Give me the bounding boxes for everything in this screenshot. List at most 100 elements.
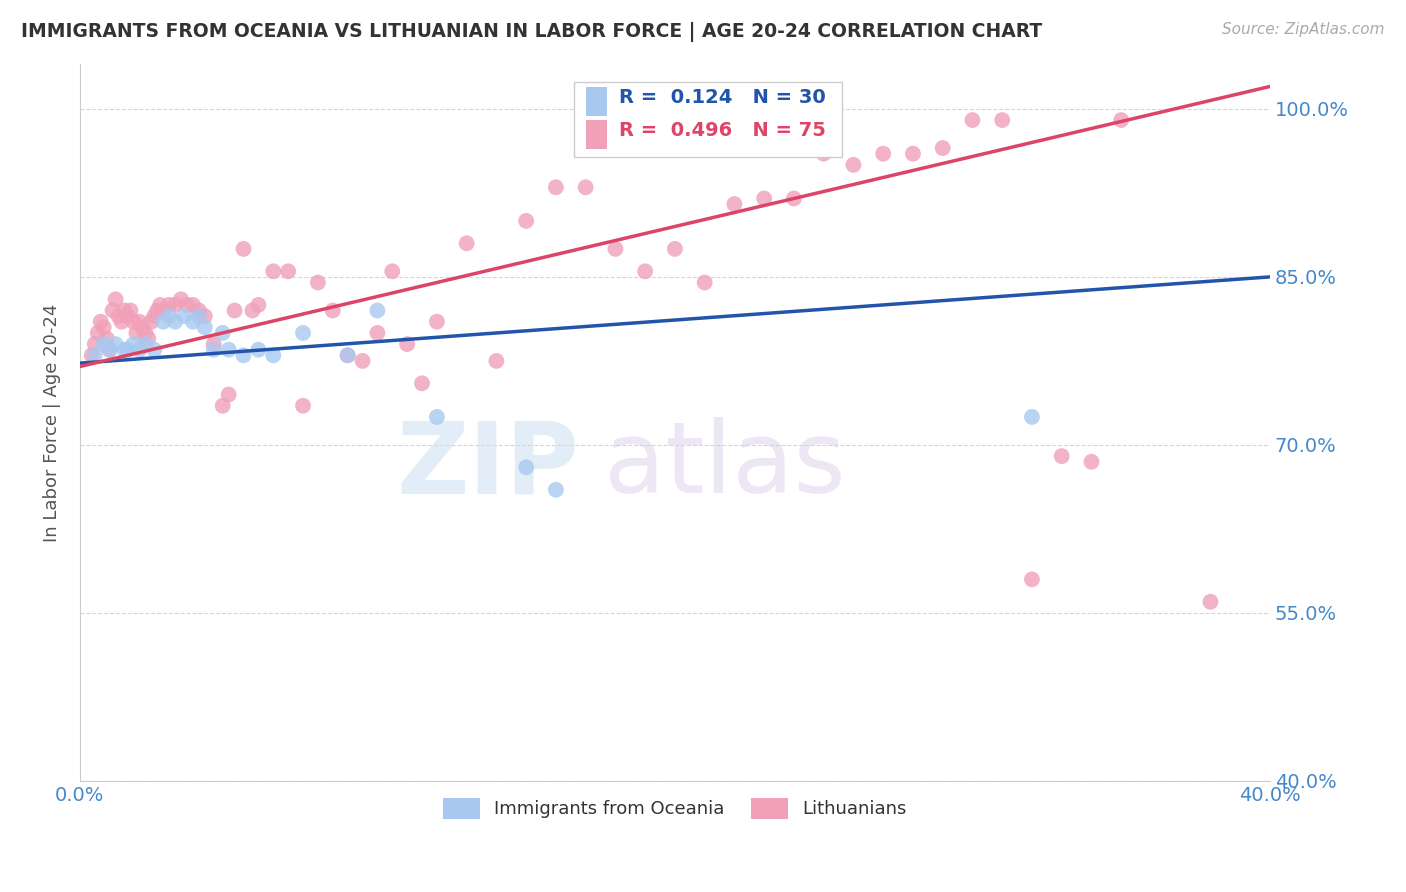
Point <box>242 303 264 318</box>
Point <box>194 309 217 323</box>
Point <box>134 337 156 351</box>
Text: R =  0.496   N = 75: R = 0.496 N = 75 <box>619 121 825 140</box>
Point <box>187 309 209 323</box>
Point <box>143 343 166 357</box>
Point <box>664 242 686 256</box>
Point <box>783 192 806 206</box>
Point <box>146 303 169 318</box>
Point <box>1109 113 1132 128</box>
Point <box>101 303 124 318</box>
Point <box>114 303 136 318</box>
Point <box>128 343 150 357</box>
Point <box>456 236 478 251</box>
Point <box>247 343 270 357</box>
Point <box>292 399 315 413</box>
Point <box>381 264 404 278</box>
Point <box>991 113 1014 128</box>
Point <box>114 343 136 357</box>
Point <box>211 399 233 413</box>
Point <box>224 303 246 318</box>
Y-axis label: In Labor Force | Age 20-24: In Labor Force | Age 20-24 <box>44 303 60 541</box>
Point <box>754 192 776 206</box>
Point <box>1021 573 1043 587</box>
Text: atlas: atlas <box>603 417 845 514</box>
Point <box>366 326 388 340</box>
Point <box>80 348 103 362</box>
Point <box>485 354 508 368</box>
Point <box>426 315 449 329</box>
Point <box>157 298 180 312</box>
Point <box>515 460 537 475</box>
Legend: Immigrants from Oceania, Lithuanians: Immigrants from Oceania, Lithuanians <box>436 790 914 826</box>
Text: IMMIGRANTS FROM OCEANIA VS LITHUANIAN IN LABOR FORCE | AGE 20-24 CORRELATION CHA: IMMIGRANTS FROM OCEANIA VS LITHUANIAN IN… <box>21 22 1042 42</box>
Point <box>931 141 953 155</box>
Point <box>813 146 835 161</box>
Point <box>634 264 657 278</box>
Point <box>98 343 121 357</box>
Point <box>232 348 254 362</box>
Point <box>322 303 344 318</box>
Point <box>131 320 153 334</box>
Text: ZIP: ZIP <box>396 417 579 514</box>
Point <box>110 315 132 329</box>
Point <box>202 337 225 351</box>
Point <box>1050 449 1073 463</box>
Point <box>1021 409 1043 424</box>
Point <box>366 303 388 318</box>
Point <box>218 343 240 357</box>
Point <box>173 309 195 323</box>
Point <box>218 387 240 401</box>
Point <box>152 315 174 329</box>
Point <box>165 298 187 312</box>
Bar <box>574 82 842 157</box>
Point <box>122 315 145 329</box>
Point <box>98 343 121 357</box>
Point <box>426 409 449 424</box>
Point <box>125 326 148 340</box>
Text: Source: ZipAtlas.com: Source: ZipAtlas.com <box>1222 22 1385 37</box>
Point <box>1080 455 1102 469</box>
Point <box>515 214 537 228</box>
Point <box>120 303 142 318</box>
Point <box>181 315 204 329</box>
Point <box>292 326 315 340</box>
Point <box>134 326 156 340</box>
Bar <box>586 120 607 149</box>
Point <box>262 264 284 278</box>
Point <box>575 180 598 194</box>
Point <box>901 146 924 161</box>
Point <box>872 146 894 161</box>
Point <box>336 348 359 362</box>
Text: R =  0.124   N = 30: R = 0.124 N = 30 <box>619 88 825 107</box>
Point <box>262 348 284 362</box>
Point <box>117 309 139 323</box>
Point <box>202 343 225 357</box>
Point <box>152 303 174 318</box>
Point <box>336 348 359 362</box>
Point <box>149 298 172 312</box>
Point <box>96 331 118 345</box>
Point <box>141 315 163 329</box>
Point <box>544 483 567 497</box>
Point <box>165 315 187 329</box>
Point <box>83 348 105 362</box>
Point <box>247 298 270 312</box>
Point <box>307 276 329 290</box>
Point <box>93 320 115 334</box>
Point <box>232 242 254 256</box>
Point <box>90 315 112 329</box>
Point <box>693 276 716 290</box>
Point <box>104 337 127 351</box>
Bar <box>586 87 607 116</box>
Point <box>104 293 127 307</box>
Point <box>962 113 984 128</box>
Point <box>122 337 145 351</box>
Point <box>83 337 105 351</box>
Point <box>181 298 204 312</box>
Point <box>136 331 159 345</box>
Point <box>1199 595 1222 609</box>
Point <box>170 293 193 307</box>
Point <box>396 337 419 351</box>
Point <box>117 343 139 357</box>
Point <box>187 303 209 318</box>
